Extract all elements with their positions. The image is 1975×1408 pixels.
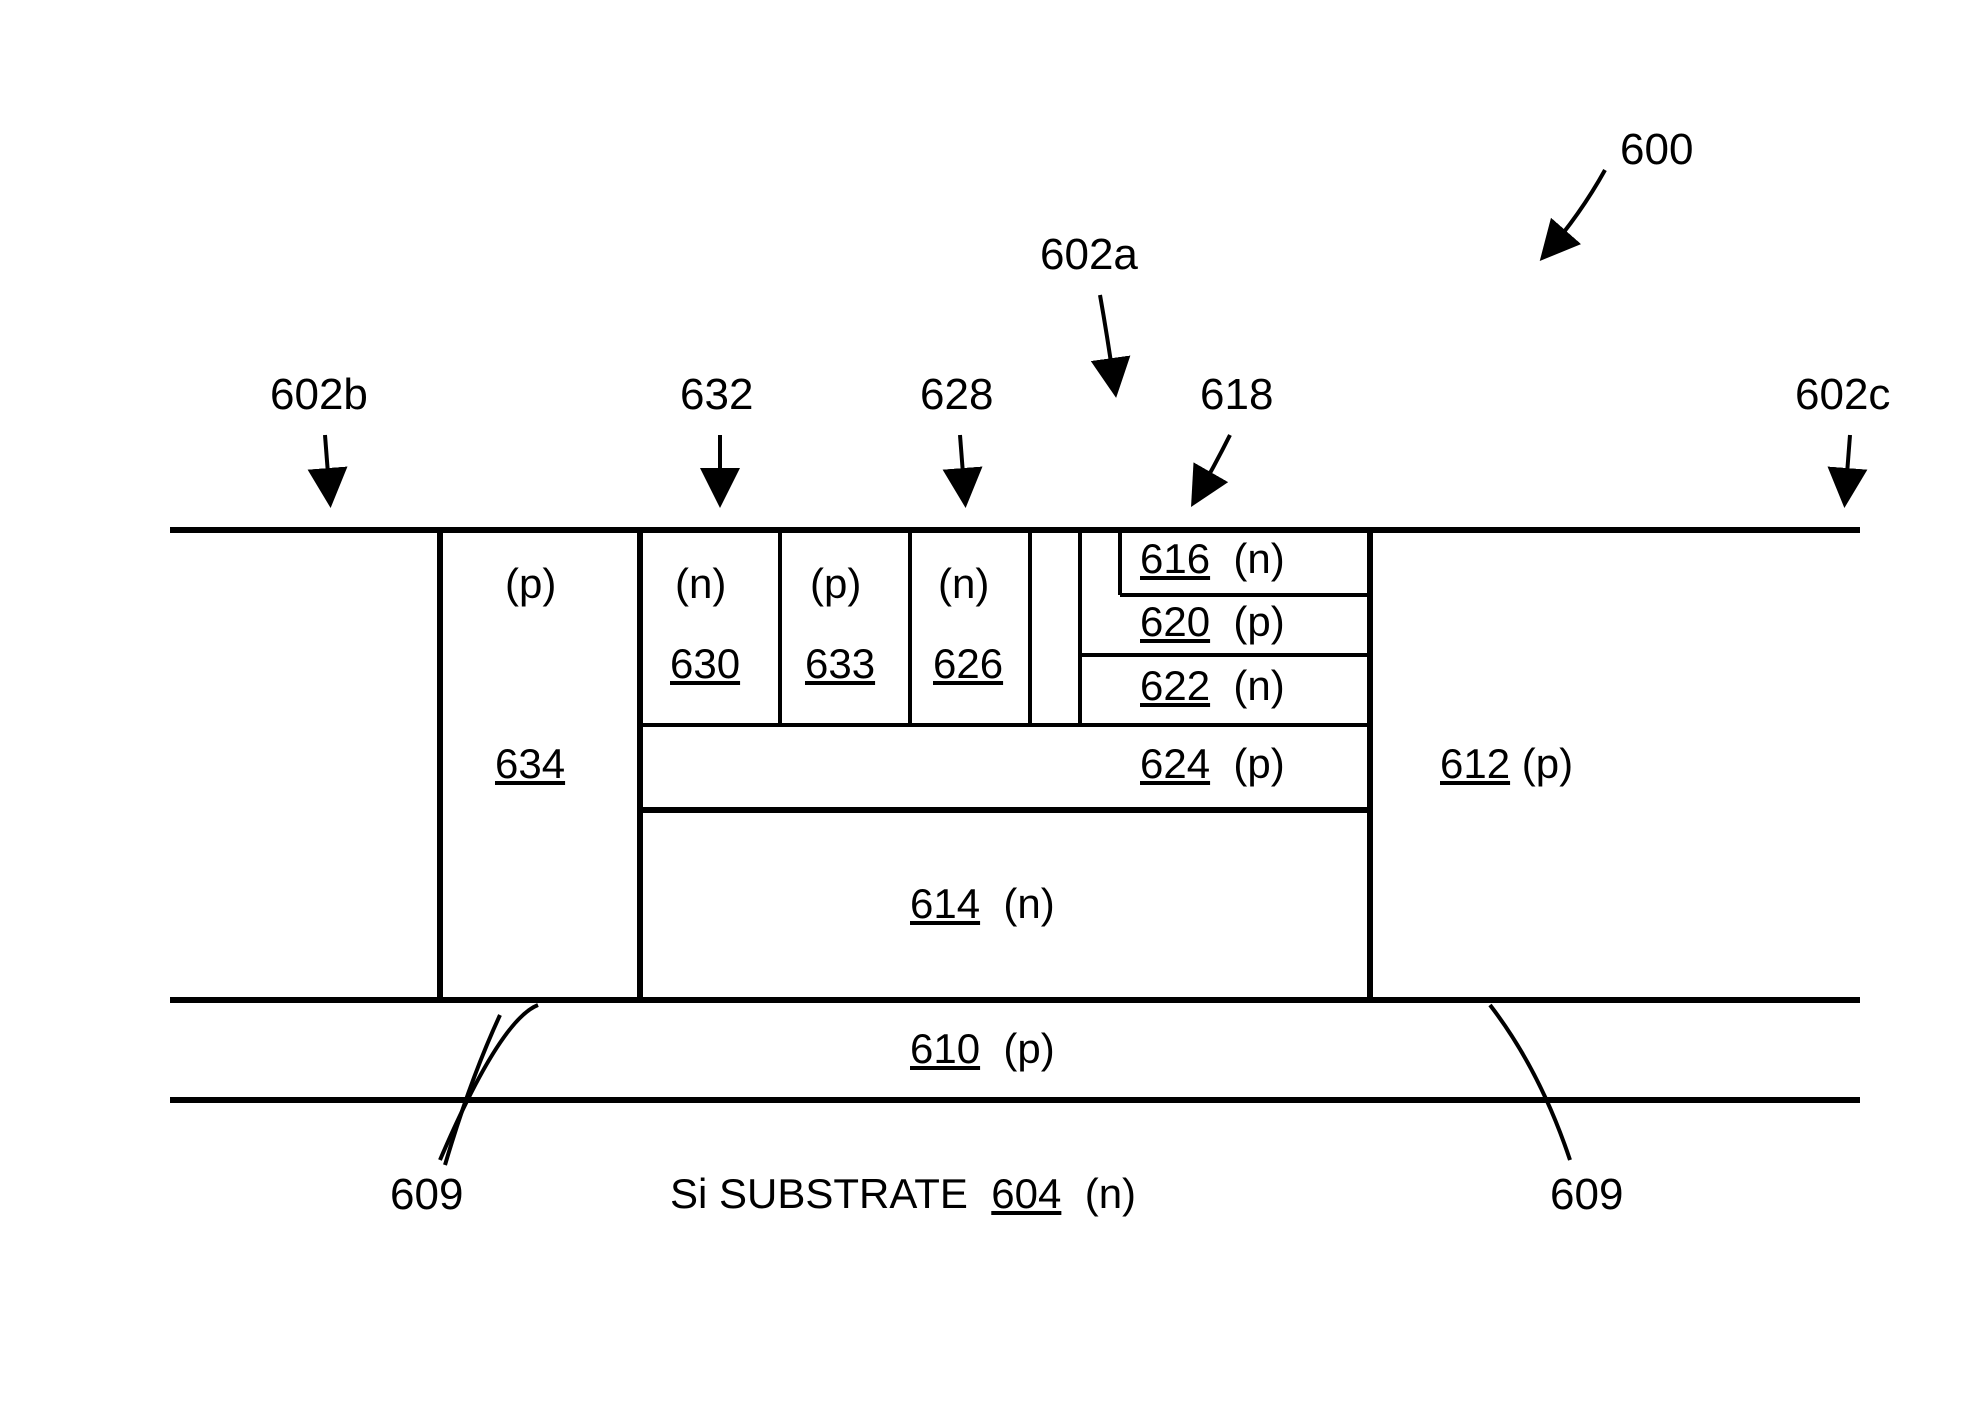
region-630-num: 630	[670, 640, 740, 688]
region-624: 624 (p)	[1140, 740, 1285, 788]
callout-628: 628	[920, 370, 993, 420]
region-616: 616 (n)	[1140, 535, 1285, 583]
region-614: 614 (n)	[910, 880, 1055, 928]
region-622: 622 (n)	[1140, 662, 1285, 710]
callout-602c: 602c	[1795, 370, 1890, 420]
region-620: 620 (p)	[1140, 598, 1285, 646]
region-616-num: 616	[1140, 535, 1210, 582]
callout-609-right: 609	[1550, 1170, 1623, 1220]
region-624-num: 624	[1140, 740, 1210, 787]
region-626-num: 626	[933, 640, 1003, 688]
callout-609-left: 609	[390, 1170, 463, 1220]
callout-600: 600	[1620, 125, 1693, 175]
diagram-svg	[40, 40, 1975, 1368]
region-620-num: 620	[1140, 598, 1210, 645]
region-624-type: (p)	[1233, 740, 1284, 787]
callout-602a: 602a	[1040, 230, 1138, 280]
region-substrate: Si SUBSTRATE 604 (n)	[670, 1170, 1136, 1218]
region-610-num: 610	[910, 1025, 980, 1072]
semiconductor-cross-section: 600 602a 602b 602c 632 628 618 609 609 (…	[40, 40, 1975, 1368]
callout-602b: 602b	[270, 370, 368, 420]
region-610-type: (p)	[1003, 1025, 1054, 1072]
region-622-num: 622	[1140, 662, 1210, 709]
substrate-num: 604	[991, 1170, 1061, 1217]
substrate-text: Si SUBSTRATE	[670, 1170, 968, 1217]
region-634-num: 634	[495, 740, 565, 788]
callout-618: 618	[1200, 370, 1273, 420]
region-610: 610 (p)	[910, 1025, 1055, 1073]
region-633-num: 633	[805, 640, 875, 688]
region-612-type: (p)	[1522, 740, 1573, 787]
region-612: 612 (p)	[1440, 740, 1573, 788]
region-616-type: (n)	[1233, 535, 1284, 582]
region-626-type: (n)	[938, 560, 989, 608]
region-620-type: (p)	[1233, 598, 1284, 645]
region-633-type: (p)	[810, 560, 861, 608]
region-622-type: (n)	[1233, 662, 1284, 709]
callout-632: 632	[680, 370, 753, 420]
region-634-type: (p)	[505, 560, 556, 608]
region-612-num: 612	[1440, 740, 1510, 787]
region-630-type: (n)	[675, 560, 726, 608]
region-614-num: 614	[910, 880, 980, 927]
substrate-type: (n)	[1085, 1170, 1136, 1217]
region-614-type: (n)	[1003, 880, 1054, 927]
